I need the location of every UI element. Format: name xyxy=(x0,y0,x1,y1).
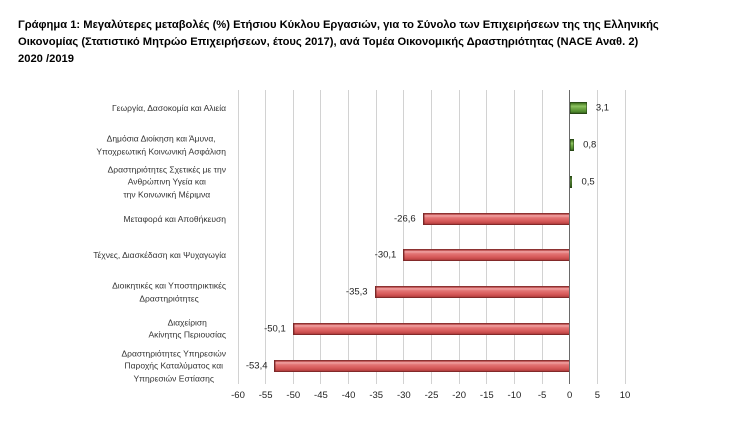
x-tick-label: -45 xyxy=(314,390,328,401)
x-tick-label: -35 xyxy=(369,390,384,401)
x-tick-label: -10 xyxy=(507,390,522,401)
x-tick-label: -20 xyxy=(452,390,467,401)
gridline xyxy=(458,90,460,384)
category-label: Τέχνες, Διασκέδαση και Ψυχαγωγία xyxy=(93,250,226,261)
bar xyxy=(403,249,570,262)
chart-title: Γράφημα 1: Μεγαλύτερες μεταβολές (%) Ετή… xyxy=(18,17,659,68)
x-tick-label: -5 xyxy=(537,390,547,401)
gridline xyxy=(596,90,598,384)
x-tick-label: -60 xyxy=(231,390,245,401)
gridline xyxy=(541,90,543,384)
chart-title-line-2: Οικονομίας (Στατιστικό Μητρώο Επιχειρήσε… xyxy=(18,36,639,48)
chart-title-line-3: 2020 /2019 xyxy=(18,53,74,65)
data-label: 3,1 xyxy=(595,102,610,114)
bar xyxy=(422,212,570,225)
bar xyxy=(292,322,570,335)
x-tick-label: 0 xyxy=(567,390,573,401)
category-label: Δραστηριότητες Σχετικές με την Ανθρώπινη… xyxy=(107,164,226,200)
gridline xyxy=(486,90,488,384)
bar xyxy=(569,175,573,188)
category-label: Δημόσια Διοίκηση και Άμυνα, Υποχρεωτική … xyxy=(96,133,226,157)
x-tick-label: -15 xyxy=(479,390,494,401)
gridline xyxy=(292,90,294,384)
chart-title-line-1: Γράφημα 1: Μεγαλύτερες μεταβολές (%) Ετή… xyxy=(18,19,659,31)
data-label: -53,4 xyxy=(245,360,268,372)
x-tick-label: -40 xyxy=(341,390,356,401)
category-label: Μεταφορά και Αποθήκευση xyxy=(123,213,226,224)
gridline xyxy=(265,90,267,384)
gridline xyxy=(375,90,377,384)
gridline xyxy=(348,90,350,384)
category-label: Διαχείριση Ακίνητης Περιουσίας xyxy=(148,317,226,340)
gridline xyxy=(431,90,432,384)
category-axis: Γεωργία, Δασοκομία και Αλιεία Δημόσια Διο… xyxy=(0,90,226,384)
x-tick-label: -50 xyxy=(286,390,301,401)
zero-axis-line xyxy=(568,90,571,384)
x-tick-label: -30 xyxy=(396,390,411,401)
gridline xyxy=(403,90,405,384)
gridline xyxy=(237,90,239,384)
category-label: Διοικητικές και Υποστηρικτικές Δραστηριό… xyxy=(112,280,226,304)
bar xyxy=(569,139,575,152)
value-axis: -60 -55 -50 -45 -40 -35 -30 -25 -20 -15 -10 -5 0 5 10 xyxy=(231,390,630,406)
gridline xyxy=(624,90,626,384)
category-label: Δραστηριότητες Υπηρεσιών Παροχής Καταλύμ… xyxy=(121,347,226,383)
gridline xyxy=(320,90,322,384)
category-label: Γεωργία, Δασοκομία και Αλιεία xyxy=(112,103,226,114)
x-tick-label: -55 xyxy=(258,390,273,401)
plot-area: 3,1 0,8 0,5 -26,6 -30,1 -35,3 -50,1 -53,4 xyxy=(237,90,626,384)
x-tick-label: 5 xyxy=(594,390,600,401)
x-tick-label: 10 xyxy=(619,390,631,401)
data-label: 0,8 xyxy=(583,139,597,151)
data-label: -26,6 xyxy=(394,213,416,225)
data-label: -50,1 xyxy=(264,323,286,335)
gridline xyxy=(513,90,515,384)
bar xyxy=(374,286,570,299)
data-label: -30,1 xyxy=(374,249,397,261)
x-tick-label: -25 xyxy=(424,390,439,401)
bar xyxy=(569,102,587,115)
data-label: 0,5 xyxy=(581,176,595,188)
bar xyxy=(274,359,570,372)
data-label: -35,3 xyxy=(345,286,368,298)
